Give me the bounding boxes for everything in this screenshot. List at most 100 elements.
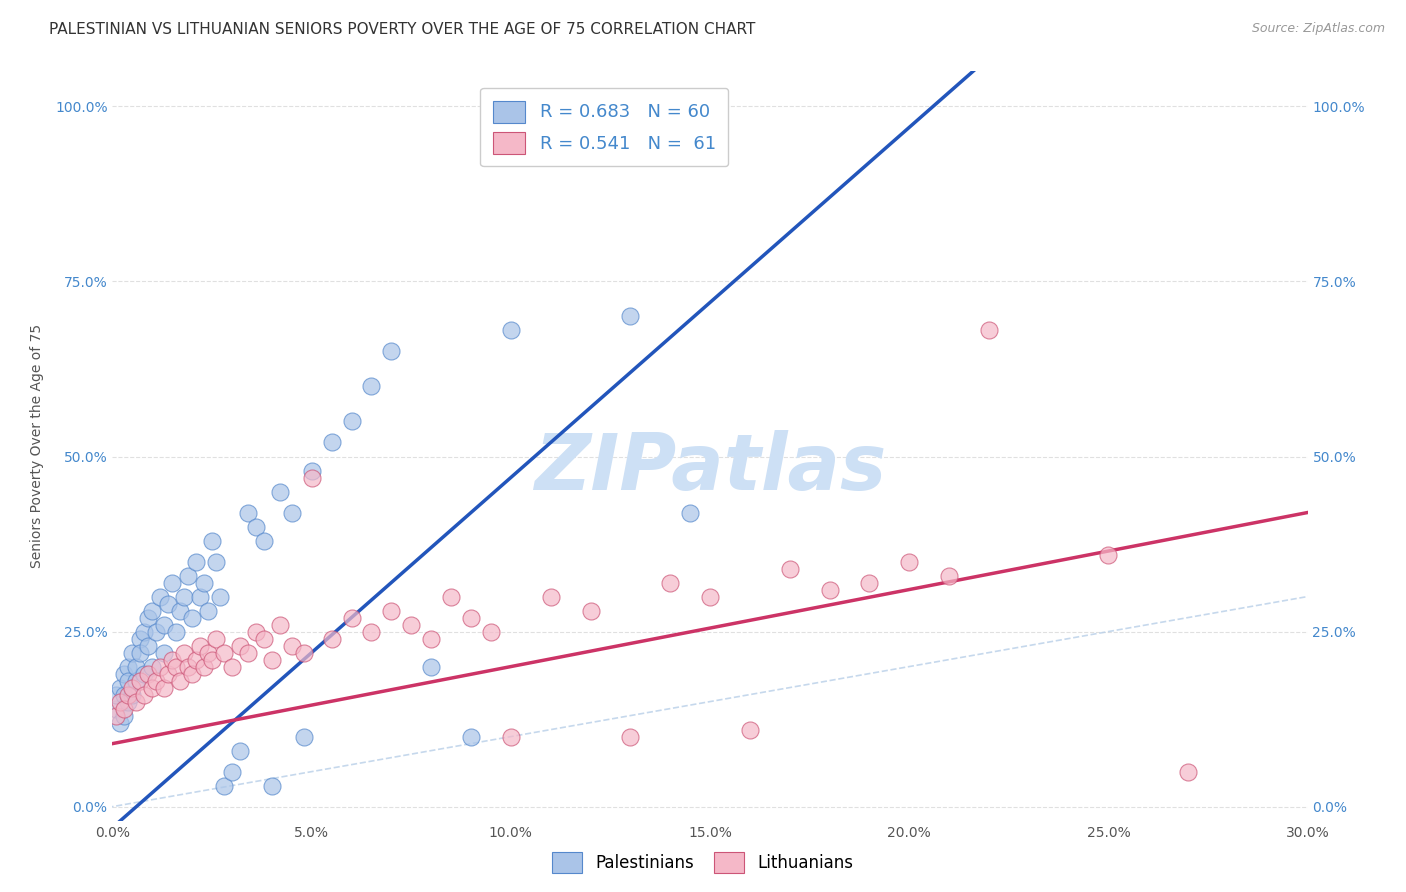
Point <box>269 484 291 499</box>
Point <box>360 379 382 393</box>
Point <box>380 344 402 359</box>
Point <box>138 666 160 681</box>
Text: Source: ZipAtlas.com: Source: ZipAtlas.com <box>1251 22 1385 36</box>
Point <box>121 681 143 695</box>
Point <box>221 659 243 673</box>
Point <box>153 681 176 695</box>
Y-axis label: Seniors Poverty Over the Age of 75: Seniors Poverty Over the Age of 75 <box>30 324 44 568</box>
Point <box>105 688 128 702</box>
Point <box>129 673 152 688</box>
Point <box>301 470 323 484</box>
Point <box>292 646 315 660</box>
Point <box>186 555 208 569</box>
Point <box>401 617 423 632</box>
Point <box>205 632 228 646</box>
Point <box>157 666 180 681</box>
Point <box>245 519 267 533</box>
Point <box>479 624 502 639</box>
Point <box>619 730 641 744</box>
Point <box>201 652 224 666</box>
Point <box>114 708 135 723</box>
Point <box>173 646 195 660</box>
Point <box>440 590 463 604</box>
Point <box>177 568 200 582</box>
Point <box>420 659 443 673</box>
Point <box>125 673 148 688</box>
Point <box>201 533 224 548</box>
Point <box>292 730 315 744</box>
Point <box>340 610 363 624</box>
Point <box>141 603 163 617</box>
Point <box>499 323 522 337</box>
Point <box>162 575 183 590</box>
Point <box>186 652 208 666</box>
Point <box>188 590 211 604</box>
Point <box>260 652 283 666</box>
Point <box>169 673 191 688</box>
Point <box>579 603 602 617</box>
Point <box>236 506 259 520</box>
Point <box>420 632 443 646</box>
Point <box>188 639 211 653</box>
Point <box>181 610 204 624</box>
Point <box>121 688 143 702</box>
Point <box>117 688 139 702</box>
Point <box>977 323 1000 337</box>
Point <box>114 701 135 715</box>
Point <box>110 695 132 709</box>
Point <box>281 506 304 520</box>
Point <box>229 639 252 653</box>
Point <box>165 624 187 639</box>
Point <box>149 590 172 604</box>
Legend: R = 0.683   N = 60, R = 0.541   N =  61: R = 0.683 N = 60, R = 0.541 N = 61 <box>479 88 728 166</box>
Point <box>173 590 195 604</box>
Legend: Palestinians, Lithuanians: Palestinians, Lithuanians <box>546 846 860 880</box>
Point <box>138 610 160 624</box>
Point <box>145 624 167 639</box>
Point <box>121 646 143 660</box>
Point <box>110 715 132 730</box>
Point <box>117 673 139 688</box>
Point <box>619 310 641 324</box>
Point <box>165 659 187 673</box>
Point <box>938 568 960 582</box>
Point <box>1097 548 1119 562</box>
Point <box>177 659 200 673</box>
Point <box>221 764 243 779</box>
Point <box>205 555 228 569</box>
Point <box>149 659 172 673</box>
Point <box>105 708 128 723</box>
Point <box>360 624 382 639</box>
Point <box>253 533 276 548</box>
Point <box>153 646 176 660</box>
Point <box>212 646 235 660</box>
Point <box>818 582 841 597</box>
Point <box>340 415 363 429</box>
Point <box>260 779 283 793</box>
Point <box>197 603 219 617</box>
Point <box>145 673 167 688</box>
Point <box>269 617 291 632</box>
Point <box>105 701 128 715</box>
Point <box>321 632 343 646</box>
Point <box>301 463 323 477</box>
Point <box>193 659 215 673</box>
Point <box>157 597 180 611</box>
Point <box>212 779 235 793</box>
Point <box>659 575 682 590</box>
Point <box>134 666 156 681</box>
Point <box>253 632 276 646</box>
Point <box>858 575 880 590</box>
Point <box>229 743 252 757</box>
Point <box>141 659 163 673</box>
Text: PALESTINIAN VS LITHUANIAN SENIORS POVERTY OVER THE AGE OF 75 CORRELATION CHART: PALESTINIAN VS LITHUANIAN SENIORS POVERT… <box>49 22 755 37</box>
Point <box>181 666 204 681</box>
Point <box>540 590 562 604</box>
Point <box>245 624 267 639</box>
Point <box>138 639 160 653</box>
Point <box>117 659 139 673</box>
Point <box>380 603 402 617</box>
Point <box>169 603 191 617</box>
Point <box>460 730 482 744</box>
Point <box>162 652 183 666</box>
